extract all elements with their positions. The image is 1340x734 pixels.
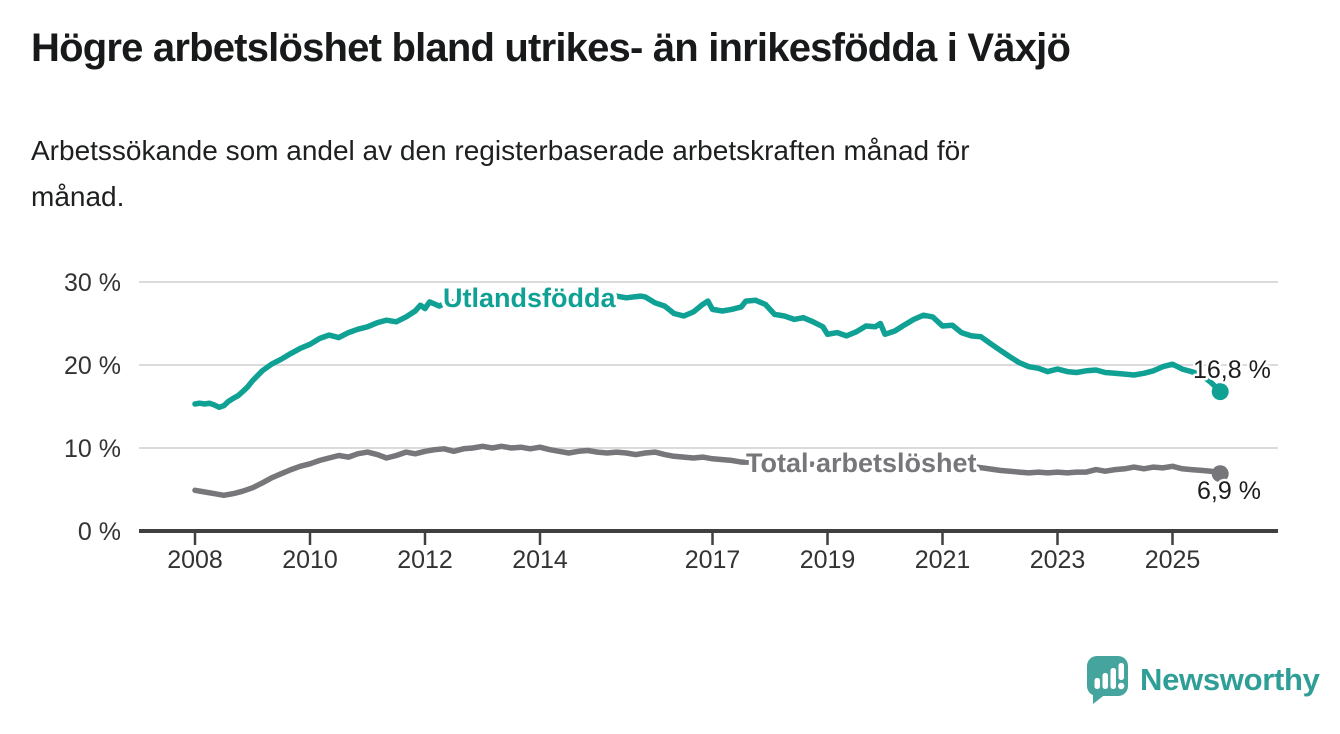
value-label-total-arbetsloshet: 6,9 % [1197, 477, 1261, 505]
speech-bubble-bar-chart-icon [1087, 656, 1128, 704]
x-axis-tick-label: 2019 [800, 546, 856, 574]
series-line [192, 443, 1223, 499]
series-label-total-arbetsloshet: Total arbetslöshet [746, 448, 977, 478]
y-axis-tick-label: 30 % [64, 269, 121, 297]
y-axis-tick-label: 10 % [64, 435, 121, 463]
x-axis-tick-label: 2023 [1030, 546, 1086, 574]
newsworthy-logo: Newsworthy [1086, 655, 1320, 705]
page-subtitle-line2: månad. [31, 181, 125, 212]
x-axis-tick-label: 2014 [512, 546, 568, 574]
y-axis-tick-label: 0 % [78, 518, 121, 546]
series-end-dot [1211, 465, 1229, 483]
page-subtitle: Arbetssökande som andel av den registerb… [31, 128, 1251, 220]
value-label-utlandsfodda: 16,8 % [1193, 356, 1271, 384]
page-title: Högre arbetslöshet bland utrikes- än inr… [31, 26, 1071, 70]
chart-annotations: Utlandsfödda Total arbetslöshet 16,8 % 6… [440, 280, 1274, 508]
x-axis-tick-label: 2008 [167, 546, 223, 574]
y-axis-tick-label: 20 % [64, 352, 121, 380]
x-axis-tick-label: 2010 [282, 546, 338, 574]
chart-generated-layer: 2008 2010 2012 2014 2017 2019 2021 2023 2025 0 % 1… [64, 269, 1278, 574]
page-subtitle-line1: Arbetssökande som andel av den registerb… [31, 135, 970, 166]
x-axis-tick-label: 2017 [685, 546, 741, 574]
x-axis-tick-label: 2021 [915, 546, 971, 574]
series-label-utlandsfodda: Utlandsfödda [443, 283, 616, 313]
x-axis-tick-label: 2012 [397, 546, 453, 574]
series-end-dot [1211, 383, 1229, 401]
series-line [192, 292, 1223, 411]
newsworthy-wordmark: Newsworthy [1140, 662, 1320, 697]
x-axis-tick-label: 2025 [1145, 546, 1201, 574]
